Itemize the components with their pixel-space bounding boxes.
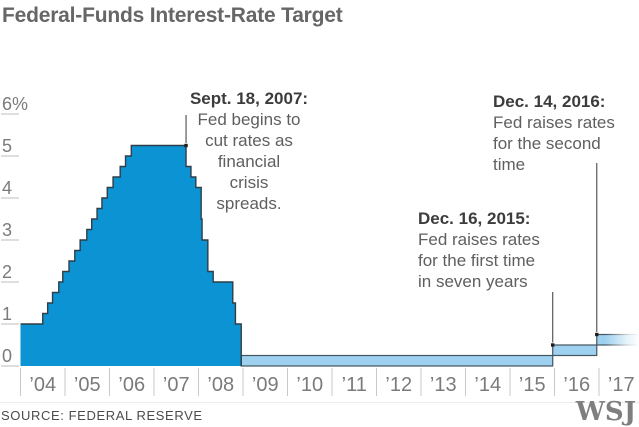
y-axis-label: 5 — [2, 136, 12, 156]
x-axis-label: ’14 — [474, 374, 501, 396]
x-axis-label: ’13 — [430, 374, 457, 396]
x-axis-label: ’07 — [163, 374, 190, 396]
y-axis-label: 6% — [2, 94, 28, 114]
target-range-band — [240, 354, 554, 367]
marker-dot — [551, 343, 555, 347]
y-axis-label: 1 — [2, 304, 12, 324]
x-axis-label: ’11 — [342, 374, 367, 396]
x-axis-label: ’04 — [29, 374, 56, 396]
x-axis-label: ’12 — [385, 374, 412, 396]
x-axis-label: ’08 — [207, 374, 234, 396]
x-axis-label: ’05 — [74, 374, 101, 396]
y-axis-label: 4 — [2, 178, 12, 198]
y-axis-label: 2 — [2, 262, 12, 282]
axes: 6% 5 4 3 2 1 0 ’04 ’05 ’06 ’07 ’08 ’09 ’10 ’11 ’12 ’13 ’1… — [0, 94, 639, 403]
fade-overlay — [605, 332, 639, 347]
target-range-band — [552, 344, 598, 357]
rate-step-line — [20, 144, 242, 366]
marker-dot — [595, 332, 599, 337]
wsj-logo: WSJ — [575, 397, 636, 427]
x-axis-label: ’15 — [519, 374, 546, 396]
x-axis-label: ’09 — [252, 374, 279, 396]
y-axis-label: 3 — [2, 220, 12, 240]
y-axis-label: 0 — [2, 346, 12, 366]
annotation-leaders — [184, 115, 599, 347]
x-axis-label: ’10 — [296, 374, 323, 396]
target-range-bands — [240, 333, 639, 367]
marker-dot — [184, 143, 188, 148]
chart-title: Federal-Funds Interest-Rate Target — [2, 4, 343, 27]
area-series — [20, 144, 242, 366]
x-axis-label: ’17 — [608, 374, 635, 396]
source-label: SOURCE: FEDERAL RESERVE — [1, 408, 203, 423]
range-fade — [605, 332, 639, 347]
x-axis-label: ’06 — [118, 374, 145, 396]
rate-area-fill — [20, 145, 242, 366]
x-axis-label: ’16 — [563, 374, 590, 396]
